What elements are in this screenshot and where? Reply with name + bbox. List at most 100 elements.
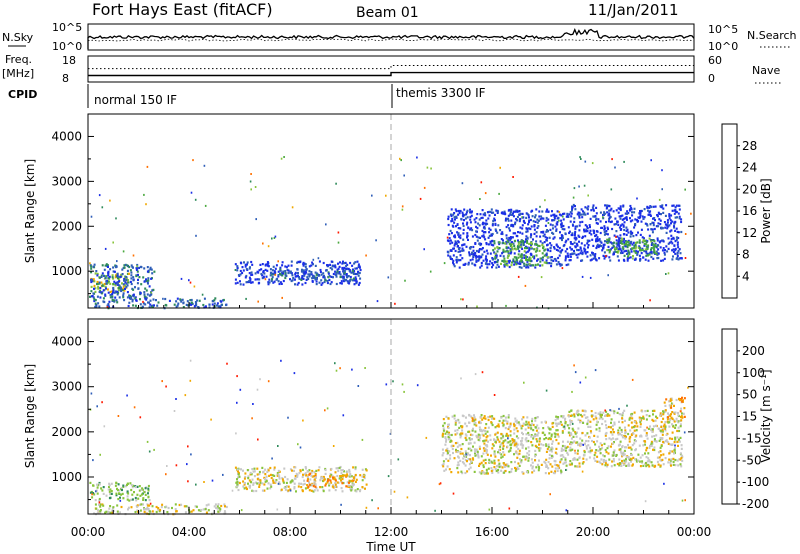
vel-cell <box>560 458 563 461</box>
power-cell <box>203 297 206 300</box>
vel-cell <box>348 485 351 488</box>
vel-cell <box>111 511 114 514</box>
vel-cell <box>555 464 558 467</box>
power-cell <box>112 283 115 286</box>
vel-cell <box>94 499 97 502</box>
power-cell <box>217 305 220 308</box>
vel-scatter-cell <box>195 483 197 486</box>
vel-cell <box>100 487 103 490</box>
power-cell <box>521 224 524 227</box>
power-cell <box>632 235 635 238</box>
vel-cell <box>673 441 676 444</box>
vel-cell <box>140 503 143 506</box>
vel-cell <box>627 456 630 459</box>
vel-cell <box>262 470 265 473</box>
vel-cell <box>653 448 656 452</box>
vel-cell <box>562 415 565 418</box>
power-cell <box>485 260 488 263</box>
vel-cell <box>317 469 320 472</box>
power-cell <box>459 236 462 240</box>
power-cell <box>306 276 309 279</box>
vel-cell <box>98 503 100 506</box>
power-cell <box>623 233 626 236</box>
vel-cell <box>312 485 315 488</box>
vel-cell <box>278 477 281 480</box>
vel-cell <box>341 469 344 472</box>
vel-cell <box>122 484 125 487</box>
vel-cell <box>295 472 298 475</box>
power-cell <box>642 240 645 243</box>
vel-cell <box>340 472 343 475</box>
power-cell <box>558 213 561 216</box>
vel-cell <box>258 473 261 476</box>
power-cell <box>504 219 507 222</box>
vel-cell <box>248 486 251 489</box>
power-cell <box>515 248 518 251</box>
power-cell <box>517 256 520 259</box>
vel-cell <box>446 447 449 450</box>
power-cell <box>113 300 116 303</box>
power-cell <box>97 285 100 288</box>
vel-cell <box>128 499 131 502</box>
power-cell <box>483 212 486 215</box>
vel-cell <box>537 431 540 434</box>
vel-cell <box>671 431 674 434</box>
power-cell <box>519 226 522 229</box>
power-cell <box>540 215 543 218</box>
vel-cell <box>631 433 634 436</box>
vel-cell <box>107 511 110 514</box>
vel-cell <box>650 442 653 445</box>
vel-cell <box>283 486 286 489</box>
vel-cell <box>591 415 593 418</box>
power-cell <box>142 276 145 279</box>
power-scatter-cell <box>109 199 111 202</box>
power-cell <box>530 243 533 246</box>
vel-cell <box>664 429 667 432</box>
power-cell <box>525 256 528 259</box>
power-cell <box>124 263 127 266</box>
vel-cell <box>578 443 581 446</box>
power-cell <box>631 214 634 217</box>
power-cell <box>129 297 132 300</box>
vel-cell <box>621 461 623 464</box>
vel-cell <box>682 399 684 402</box>
power-cell <box>138 276 141 279</box>
vel-cell <box>321 486 324 489</box>
vel-cell <box>564 457 567 460</box>
power-cell <box>578 229 581 232</box>
power-cell <box>462 243 465 246</box>
vel-cell <box>334 483 337 486</box>
power-cell <box>617 211 620 214</box>
vel-cell <box>633 420 636 424</box>
vel-cell <box>535 429 538 432</box>
vel-cell <box>355 490 358 493</box>
vel-cell <box>205 504 208 507</box>
vel-cell <box>468 437 471 440</box>
vel-cell <box>111 509 114 512</box>
vel-cell <box>618 464 621 467</box>
vel-cell <box>236 482 239 485</box>
vel-cell <box>331 475 334 478</box>
vel-cell <box>143 510 146 513</box>
power-cell <box>114 290 117 293</box>
power-scatter-cell <box>115 217 117 220</box>
power-cell <box>527 266 530 269</box>
vel-cell <box>681 400 684 403</box>
vel-cell <box>469 466 472 469</box>
vel-scatter-cell <box>387 475 390 478</box>
power-cell <box>646 247 649 250</box>
vel-cell <box>464 422 467 425</box>
power-scatter-cell <box>512 176 514 178</box>
power-cell <box>529 264 532 267</box>
vel-scatter-cell <box>351 368 353 371</box>
vel-cell <box>254 481 257 484</box>
cpid-segment-1: normal 150 IF <box>94 93 177 107</box>
power-cell <box>654 244 657 247</box>
power-cell <box>117 275 120 278</box>
power-cell <box>586 212 589 215</box>
power-cell <box>541 264 544 267</box>
vel-cell <box>590 431 593 434</box>
power-cell <box>109 268 112 271</box>
vel-cell <box>263 478 266 481</box>
vel-cell <box>336 481 339 484</box>
